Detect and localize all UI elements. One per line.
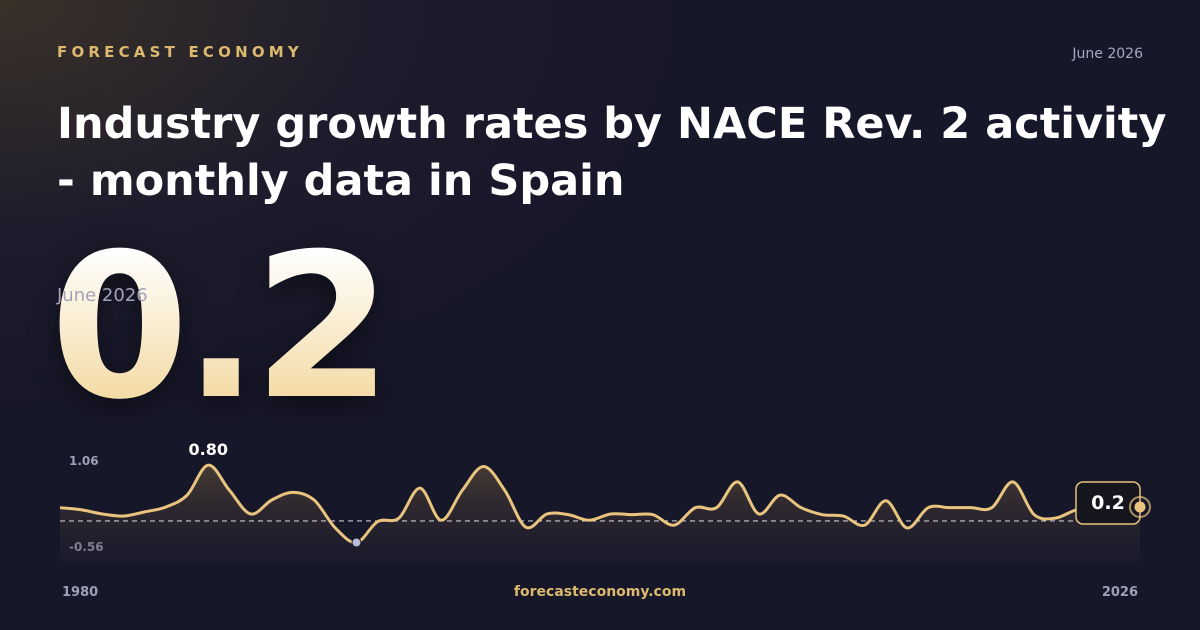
- date: June 2026: [1072, 46, 1143, 62]
- headline-date: June 2026: [57, 285, 148, 306]
- x-tick-label: 2026: [1102, 585, 1138, 600]
- headline-value: 0.2: [50, 211, 392, 444]
- max-label: 0.80: [188, 440, 227, 459]
- brand: FORECAST ECONOMY: [57, 43, 303, 61]
- last-marker-ring: [1129, 495, 1151, 518]
- area: [60, 465, 1140, 564]
- last-marker: [1134, 501, 1146, 513]
- footer: forecasteconomy.com: [514, 584, 686, 600]
- y-tick-label: 1.06: [69, 454, 99, 468]
- chart-title: Industry growth rates by NACE Rev. 2 act…: [57, 99, 1167, 206]
- min-marker: [351, 537, 362, 548]
- line: [59, 463, 1141, 545]
- x-tick-label: 1980: [62, 585, 98, 600]
- last-value: 0.2: [1091, 492, 1125, 514]
